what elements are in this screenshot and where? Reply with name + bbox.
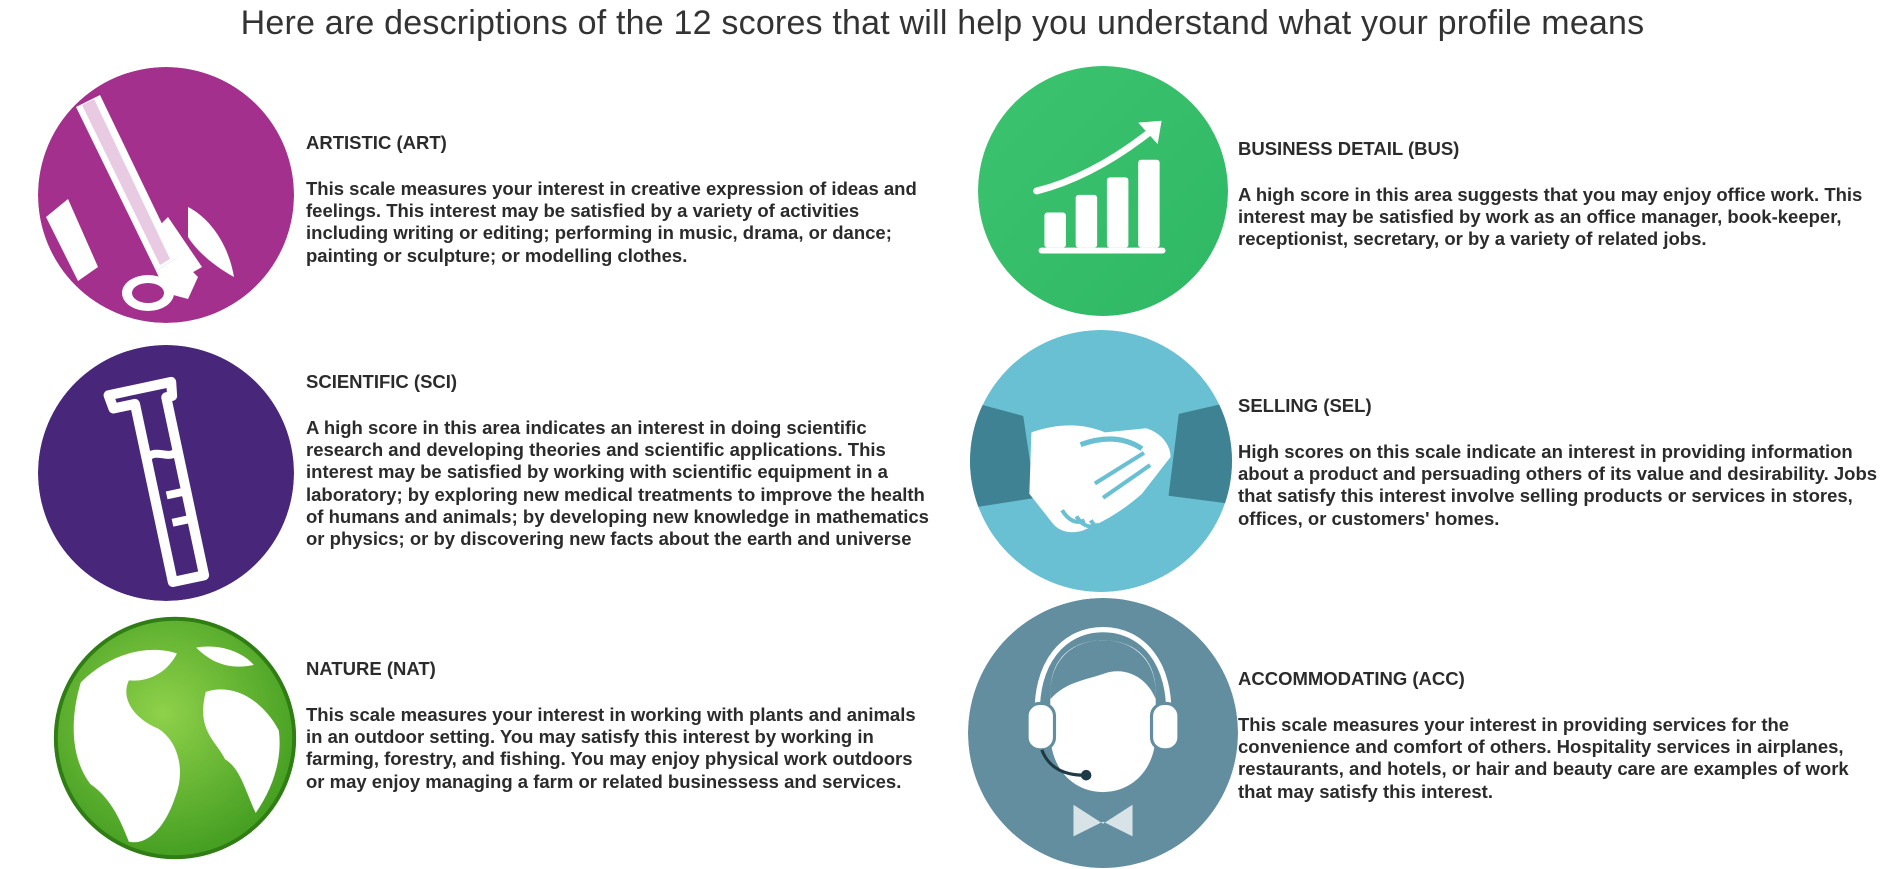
score-card-business-detail: BUSINESS DETAIL (BUS) A high score in th… bbox=[940, 60, 1880, 320]
score-card-accommodating: ACCOMMODATING (ACC) This scale measures … bbox=[940, 598, 1880, 868]
score-title: ACCOMMODATING (ACC) bbox=[1238, 668, 1465, 689]
score-card-text: ARTISTIC (ART) This scale measures your … bbox=[306, 132, 926, 267]
score-card-nature: NATURE (NAT) This scale measures your in… bbox=[0, 605, 940, 865]
score-description: This scale measures your interest in cre… bbox=[306, 178, 917, 266]
score-card-text: ACCOMMODATING (ACC) This scale measures … bbox=[1238, 668, 1878, 803]
score-description: High scores on this scale indicate an in… bbox=[1238, 441, 1878, 529]
score-description: This scale measures your interest in pro… bbox=[1238, 714, 1849, 802]
handshake-icon bbox=[970, 330, 1232, 592]
score-description: A high score in this area indicates an i… bbox=[306, 417, 929, 550]
growth-chart-icon bbox=[978, 66, 1228, 316]
score-card-scientific: SCIENTIFIC (SCI) A high score in this ar… bbox=[0, 335, 940, 601]
score-title: NATURE (NAT) bbox=[306, 658, 436, 679]
score-title: SCIENTIFIC (SCI) bbox=[306, 371, 458, 392]
score-card-selling: SELLING (SEL) High scores on this scale … bbox=[940, 330, 1880, 592]
paintbrush-icon bbox=[38, 67, 294, 323]
score-title: ARTISTIC (ART) bbox=[306, 132, 447, 153]
score-card-text: NATURE (NAT) This scale measures your in… bbox=[306, 658, 936, 793]
score-title: BUSINESS DETAIL (BUS) bbox=[1238, 138, 1460, 159]
globe-leaf-icon bbox=[52, 615, 298, 861]
score-card-text: BUSINESS DETAIL (BUS) A high score in th… bbox=[1238, 138, 1878, 251]
page-title: Here are descriptions of the 12 scores t… bbox=[240, 4, 1645, 42]
test-tube-icon bbox=[38, 345, 294, 601]
score-description: This scale measures your interest in wor… bbox=[306, 704, 916, 792]
score-card-text: SCIENTIFIC (SCI) A high score in this ar… bbox=[306, 371, 936, 550]
score-title: SELLING (SEL) bbox=[1238, 395, 1372, 416]
headset-agent-icon bbox=[968, 598, 1238, 868]
score-card-text: SELLING (SEL) High scores on this scale … bbox=[1238, 395, 1878, 530]
score-description: A high score in this area suggests that … bbox=[1238, 184, 1863, 250]
score-card-artistic: ARTISTIC (ART) This scale measures your … bbox=[0, 60, 940, 323]
